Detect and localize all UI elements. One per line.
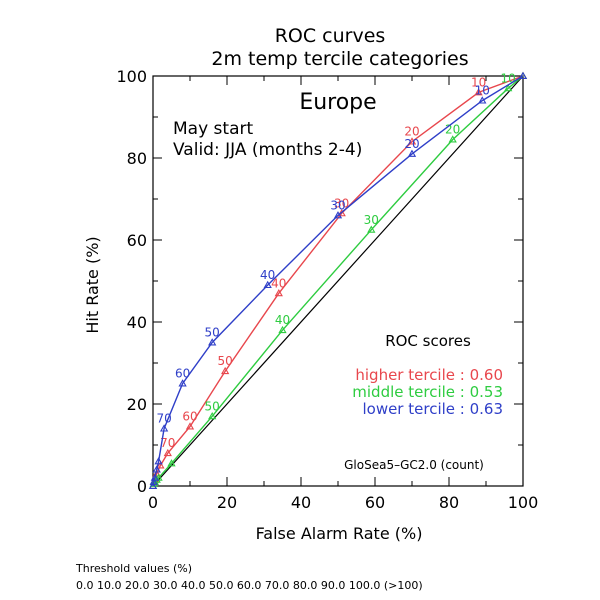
data-point bbox=[208, 411, 217, 420]
score-lower-tercile: lower tercile : 0.63 bbox=[362, 400, 503, 418]
data-point bbox=[274, 288, 283, 297]
data-point bbox=[221, 366, 230, 375]
threshold-label: 10 bbox=[475, 84, 490, 98]
chart-subtitle: 2m temp tercile categories bbox=[211, 48, 468, 70]
threshold-label: 30 bbox=[330, 198, 345, 212]
threshold-label: 50 bbox=[218, 354, 233, 368]
data-point bbox=[333, 211, 343, 219]
data-point bbox=[504, 83, 513, 92]
data-point bbox=[208, 338, 217, 346]
data-point bbox=[367, 225, 376, 233]
threshold-label: 10 bbox=[471, 75, 486, 89]
x-tick-label: 0 bbox=[148, 493, 158, 512]
data-point bbox=[150, 473, 159, 481]
threshold-label: 40 bbox=[260, 268, 275, 282]
data-point bbox=[478, 96, 487, 104]
plot-area: 0 20 40 60 80 100 0 20 40 60 80 100 70 60 50 40 30 20 10 50… bbox=[116, 67, 538, 512]
threshold-label: 50 bbox=[205, 399, 220, 413]
y-tick-label: 0 bbox=[137, 477, 147, 496]
data-point bbox=[149, 477, 158, 485]
x-tick-label: 60 bbox=[365, 493, 385, 512]
data-point bbox=[407, 149, 417, 157]
x-tick-label: 20 bbox=[217, 493, 237, 512]
data-point bbox=[167, 459, 176, 467]
x-tick-label: 100 bbox=[508, 493, 539, 512]
data-point bbox=[154, 457, 163, 465]
threshold-label: 40 bbox=[275, 313, 290, 327]
score-middle-tercile: middle tercile : 0.53 bbox=[352, 383, 503, 401]
threshold-label: 20 bbox=[404, 125, 419, 139]
data-point bbox=[448, 135, 457, 143]
data-point bbox=[163, 448, 172, 457]
valid-annotation: Valid: JJA (months 2-4) bbox=[173, 140, 362, 160]
threshold-label: 40 bbox=[271, 276, 286, 290]
data-point bbox=[159, 424, 169, 432]
roc-scores-title: ROC scores bbox=[385, 332, 471, 350]
y-tick-label: 20 bbox=[127, 395, 147, 414]
data-point bbox=[518, 71, 528, 79]
score-higher-tercile: higher tercile : 0.60 bbox=[355, 366, 503, 384]
series-line-lower-tercile bbox=[152, 75, 524, 487]
threshold-values: 0.0 10.0 20.0 30.0 40.0 50.0 60.0 70.0 8… bbox=[76, 579, 423, 592]
data-point bbox=[152, 475, 161, 483]
threshold-label: 20 bbox=[445, 123, 460, 137]
y-tick-label: 40 bbox=[127, 313, 147, 332]
data-point bbox=[152, 465, 161, 473]
data-point bbox=[474, 88, 483, 96]
threshold-label: 30 bbox=[334, 196, 349, 210]
x-tick-label: 40 bbox=[291, 493, 311, 512]
region-label: Europe bbox=[299, 90, 376, 115]
data-point bbox=[148, 481, 158, 489]
y-tick-label: 60 bbox=[127, 231, 147, 250]
threshold-label: 70 bbox=[156, 412, 171, 426]
data-point bbox=[278, 325, 287, 334]
threshold-title: Threshold values (%) bbox=[76, 562, 193, 575]
threshold-label: 60 bbox=[182, 410, 197, 424]
threshold-label: 30 bbox=[364, 213, 379, 227]
y-axis-label: Hit Rate (%) bbox=[83, 236, 102, 333]
start-annotation: May start bbox=[173, 119, 253, 139]
model-label: GloSea5–GC2.0 (count) bbox=[344, 458, 484, 472]
data-point bbox=[156, 461, 165, 469]
x-tick-label: 80 bbox=[439, 493, 459, 512]
threshold-label: 10 bbox=[501, 71, 516, 85]
y-tick-label: 100 bbox=[116, 67, 147, 86]
data-point bbox=[407, 137, 417, 145]
threshold-label: 70 bbox=[160, 436, 175, 450]
chart-title: ROC curves bbox=[275, 25, 386, 47]
data-point bbox=[178, 379, 187, 387]
data-point bbox=[263, 280, 272, 289]
threshold-label: 20 bbox=[404, 137, 419, 151]
threshold-label: 60 bbox=[175, 367, 190, 381]
threshold-label: 50 bbox=[205, 326, 220, 340]
y-tick-label: 80 bbox=[127, 149, 147, 168]
x-axis-label: False Alarm Rate (%) bbox=[256, 524, 423, 543]
data-point bbox=[185, 422, 195, 430]
